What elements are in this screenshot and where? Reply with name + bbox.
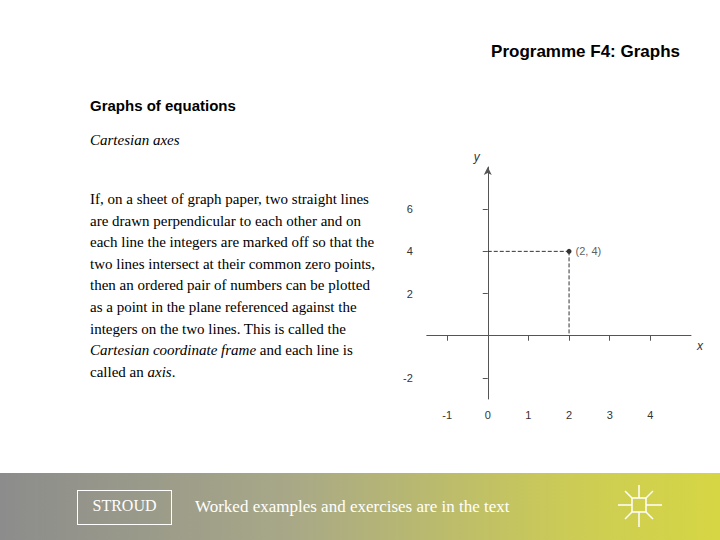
svg-text:(2, 4): (2, 4)	[576, 245, 602, 257]
svg-text:-1: -1	[442, 409, 452, 421]
html-text:STROUD: STROUD	[92, 497, 157, 514]
svg-text:3: 3	[607, 409, 613, 421]
html-text:Cartesian coordinate frame and: Cartesian coordinate frame and each line…	[90, 342, 353, 380]
svg-text:0: 0	[485, 409, 491, 421]
html-text:Programme F4: Graphs: Programme F4: Graphs	[491, 42, 680, 61]
svg-text:x: x	[696, 339, 704, 353]
svg-text:4: 4	[407, 245, 413, 257]
html-text:Cartesian axes: Cartesian axes	[90, 132, 180, 148]
html-text:If, on a sheet of graph paper,: If, on a sheet of graph paper, two strai…	[90, 191, 375, 337]
svg-text:1: 1	[525, 409, 531, 421]
svg-text:y: y	[473, 150, 481, 164]
html-text:Worked examples and exercises: Worked examples and exercises are in the…	[195, 497, 510, 516]
html-text:Graphs of equations: Graphs of equations	[90, 97, 236, 114]
svg-text:-2: -2	[403, 372, 413, 384]
svg-text:2: 2	[566, 409, 572, 421]
svg-text:6: 6	[407, 203, 413, 215]
svg-text:2: 2	[407, 288, 413, 300]
svg-text:4: 4	[647, 409, 653, 421]
